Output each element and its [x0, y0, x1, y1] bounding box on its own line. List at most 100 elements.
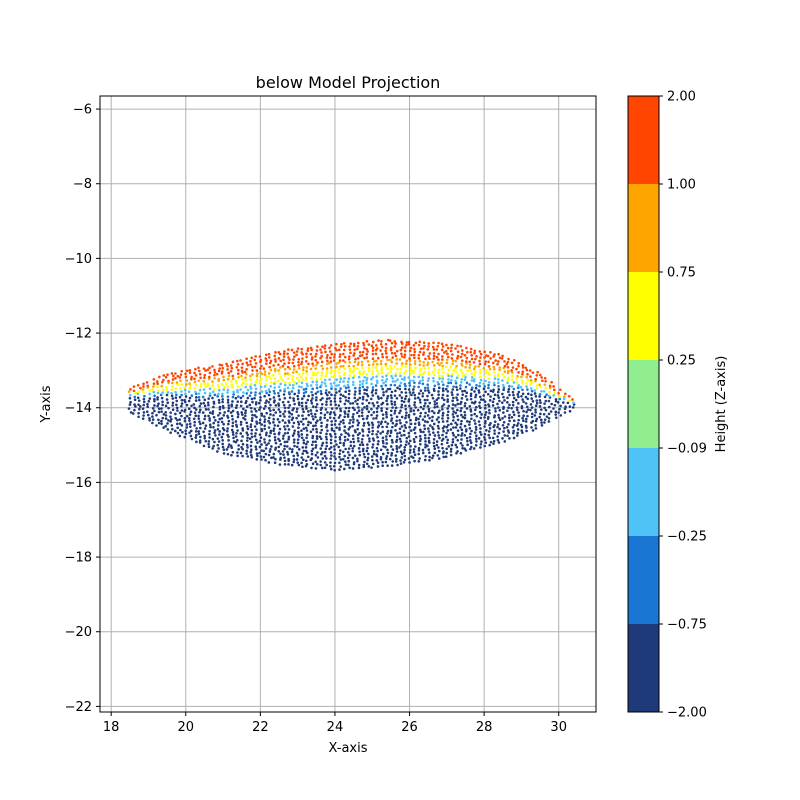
- scatter-point: [293, 392, 297, 396]
- scatter-point: [418, 370, 422, 373]
- scatter-point: [356, 419, 359, 422]
- scatter-point: [197, 369, 201, 373]
- scatter-point: [484, 390, 487, 394]
- scatter-point: [282, 358, 285, 362]
- scatter-point: [199, 376, 202, 380]
- scatter-point: [418, 350, 422, 354]
- scatter-point: [216, 443, 220, 447]
- scatter-point: [221, 442, 224, 446]
- scatter-point: [352, 380, 355, 384]
- scatter-point: [554, 413, 558, 416]
- scatter-point: [465, 346, 468, 350]
- scatter-point: [315, 396, 318, 399]
- scatter-point: [272, 452, 276, 456]
- scatter-point: [446, 384, 449, 388]
- scatter-point: [356, 345, 360, 348]
- scatter-point: [323, 450, 327, 454]
- scatter-point: [454, 443, 458, 447]
- scatter-point: [237, 444, 240, 447]
- scatter-point: [478, 368, 482, 372]
- scatter-point: [521, 388, 524, 392]
- scatter-point: [315, 409, 319, 413]
- scatter-point: [328, 396, 331, 400]
- scatter-point: [137, 415, 140, 419]
- scatter-point: [437, 396, 440, 400]
- scatter-point: [320, 354, 324, 358]
- scatter-point: [449, 447, 453, 451]
- scatter-point: [314, 415, 317, 419]
- scatter-point: [226, 414, 229, 418]
- scatter-point: [167, 379, 170, 383]
- scatter-point: [409, 418, 412, 422]
- scatter-point: [269, 431, 272, 435]
- scatter-point: [217, 440, 221, 443]
- scatter-point: [217, 392, 220, 396]
- scatter-point: [297, 357, 301, 361]
- scatter-point: [334, 387, 338, 391]
- scatter-point: [404, 369, 408, 373]
- scatter-point: [375, 446, 379, 450]
- scatter-point: [427, 391, 431, 394]
- scatter-point: [498, 368, 501, 372]
- scatter-point: [179, 379, 182, 383]
- scatter-point: [533, 414, 537, 417]
- scatter-point: [287, 400, 290, 404]
- scatter-point: [418, 381, 421, 385]
- scatter-point: [524, 366, 528, 370]
- scatter-point: [347, 400, 350, 403]
- scatter-point: [249, 425, 253, 429]
- scatter-point: [184, 429, 187, 433]
- scatter-point: [287, 356, 290, 359]
- scatter-point: [267, 375, 271, 379]
- scatter-point: [409, 445, 412, 448]
- scatter-point: [421, 376, 424, 379]
- scatter-point: [380, 396, 383, 400]
- scatter-point: [297, 401, 301, 405]
- scatter-point: [419, 428, 422, 432]
- scatter-point: [449, 453, 453, 457]
- scatter-point: [297, 391, 301, 395]
- scatter-point: [148, 389, 152, 392]
- scatter-point: [232, 433, 235, 436]
- scatter-point: [325, 367, 329, 370]
- scatter-point: [246, 396, 250, 400]
- scatter-point: [363, 392, 366, 395]
- scatter-point: [418, 363, 422, 367]
- scatter-point: [190, 375, 193, 379]
- scatter-point: [194, 408, 198, 411]
- scatter-point: [277, 391, 280, 395]
- scatter-point: [469, 369, 472, 372]
- scatter-point: [548, 390, 551, 394]
- scatter-point: [335, 407, 339, 410]
- scatter-point: [394, 380, 397, 383]
- scatter-point: [161, 403, 164, 407]
- scatter-point: [360, 437, 364, 441]
- scatter-point: [426, 361, 430, 364]
- scatter-point: [269, 409, 272, 412]
- scatter-point: [459, 387, 462, 390]
- scatter-point: [426, 379, 430, 383]
- scatter-point: [337, 348, 341, 352]
- scatter-point: [197, 417, 201, 420]
- scatter-point: [508, 437, 511, 440]
- scatter-point: [189, 384, 192, 388]
- scatter-point: [137, 411, 140, 415]
- scatter-point: [309, 421, 312, 425]
- scatter-point: [306, 455, 310, 459]
- scatter-point: [339, 458, 343, 461]
- scatter-point: [493, 368, 496, 371]
- scatter-point: [304, 359, 308, 363]
- scatter-point: [226, 364, 229, 368]
- scatter-point: [312, 373, 315, 377]
- scatter-point: [305, 369, 308, 373]
- scatter-point: [310, 452, 314, 456]
- scatter-point: [521, 392, 525, 396]
- scatter-point: [346, 456, 350, 460]
- scatter-point: [217, 420, 220, 424]
- scatter-point: [489, 389, 493, 393]
- scatter-point: [374, 359, 378, 363]
- scatter-point: [395, 358, 398, 361]
- scatter-point: [309, 346, 313, 350]
- scatter-point: [531, 371, 535, 374]
- scatter-point: [302, 449, 306, 453]
